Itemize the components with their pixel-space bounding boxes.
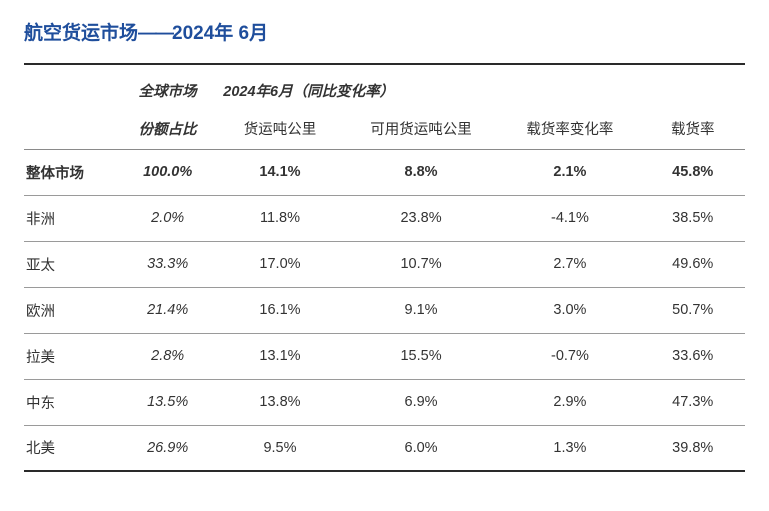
cell-share: 2.0% [118,195,217,241]
row-label: 非洲 [24,195,118,241]
cell-ctk: 16.1% [217,287,342,333]
top-rule [24,63,745,65]
cell-lf: 49.6% [640,241,745,287]
title-part-1: 航空货运市场 [24,23,138,44]
cell-lf-change: 2.9% [499,379,640,425]
table-body: 整体市场100.0%14.1%8.8%2.1%45.8%非洲2.0%11.8%2… [24,149,745,471]
cell-actk: 15.5% [343,333,500,379]
cell-ctk: 14.1% [217,149,342,195]
cell-share: 21.4% [118,287,217,333]
header-lf-change: 载货率变化率 [499,109,640,149]
cell-lf: 38.5% [640,195,745,241]
title-part-2: 2024年 6月 [172,23,268,44]
header-ctk: 货运吨公里 [217,109,342,149]
cell-lf: 33.6% [640,333,745,379]
cell-ctk: 13.1% [217,333,342,379]
header-period-span: 2024年6月（同比变化率） [217,71,745,109]
table-row: 整体市场100.0%14.1%8.8%2.1%45.8% [24,149,745,195]
cell-share: 26.9% [118,425,217,471]
cell-share: 13.5% [118,379,217,425]
header-global-market: 全球市场 [118,71,217,109]
cell-actk: 10.7% [343,241,500,287]
cell-ctk: 11.8% [217,195,342,241]
table-header: 全球市场 2024年6月（同比变化率） 份额占比 货运吨公里 可用货运吨公里 载… [24,71,745,149]
cell-lf-change: 2.1% [499,149,640,195]
header-row-2: 份额占比 货运吨公里 可用货运吨公里 载货率变化率 载货率 [24,109,745,149]
header-share: 份额占比 [118,109,217,149]
row-label: 亚太 [24,241,118,287]
row-label: 中东 [24,379,118,425]
cell-lf: 39.8% [640,425,745,471]
cell-ctk: 13.8% [217,379,342,425]
cell-lf: 50.7% [640,287,745,333]
header-row-1: 全球市场 2024年6月（同比变化率） [24,71,745,109]
table-row: 非洲2.0%11.8%23.8%-4.1%38.5% [24,195,745,241]
cell-lf-change: 2.7% [499,241,640,287]
cell-share: 100.0% [118,149,217,195]
row-label: 整体市场 [24,149,118,195]
cell-actk: 9.1% [343,287,500,333]
table-row: 中东13.5%13.8%6.9%2.9%47.3% [24,379,745,425]
header-lf: 载货率 [640,109,745,149]
row-label: 北美 [24,425,118,471]
cell-lf-change: -0.7% [499,333,640,379]
header-blank [24,71,118,109]
cell-share: 2.8% [118,333,217,379]
table-row: 拉美2.8%13.1%15.5%-0.7%33.6% [24,333,745,379]
row-label: 欧洲 [24,287,118,333]
table-row: 北美26.9%9.5%6.0%1.3%39.8% [24,425,745,471]
cell-lf: 47.3% [640,379,745,425]
cell-lf-change: -4.1% [499,195,640,241]
cell-actk: 8.8% [343,149,500,195]
freight-table: 全球市场 2024年6月（同比变化率） 份额占比 货运吨公里 可用货运吨公里 载… [24,71,745,472]
row-label: 拉美 [24,333,118,379]
cell-actk: 6.0% [343,425,500,471]
table-row: 亚太33.3%17.0%10.7%2.7%49.6% [24,241,745,287]
cell-ctk: 9.5% [217,425,342,471]
cell-share: 33.3% [118,241,217,287]
title-dash: —— [138,23,172,44]
cell-lf-change: 1.3% [499,425,640,471]
cell-lf: 45.8% [640,149,745,195]
header-blank-2 [24,109,118,149]
header-actk: 可用货运吨公里 [343,109,500,149]
cell-ctk: 17.0% [217,241,342,287]
table-row: 欧洲21.4%16.1%9.1%3.0%50.7% [24,287,745,333]
cell-lf-change: 3.0% [499,287,640,333]
page-title: 航空货运市场——2024年 6月 [24,18,745,45]
cell-actk: 6.9% [343,379,500,425]
cell-actk: 23.8% [343,195,500,241]
